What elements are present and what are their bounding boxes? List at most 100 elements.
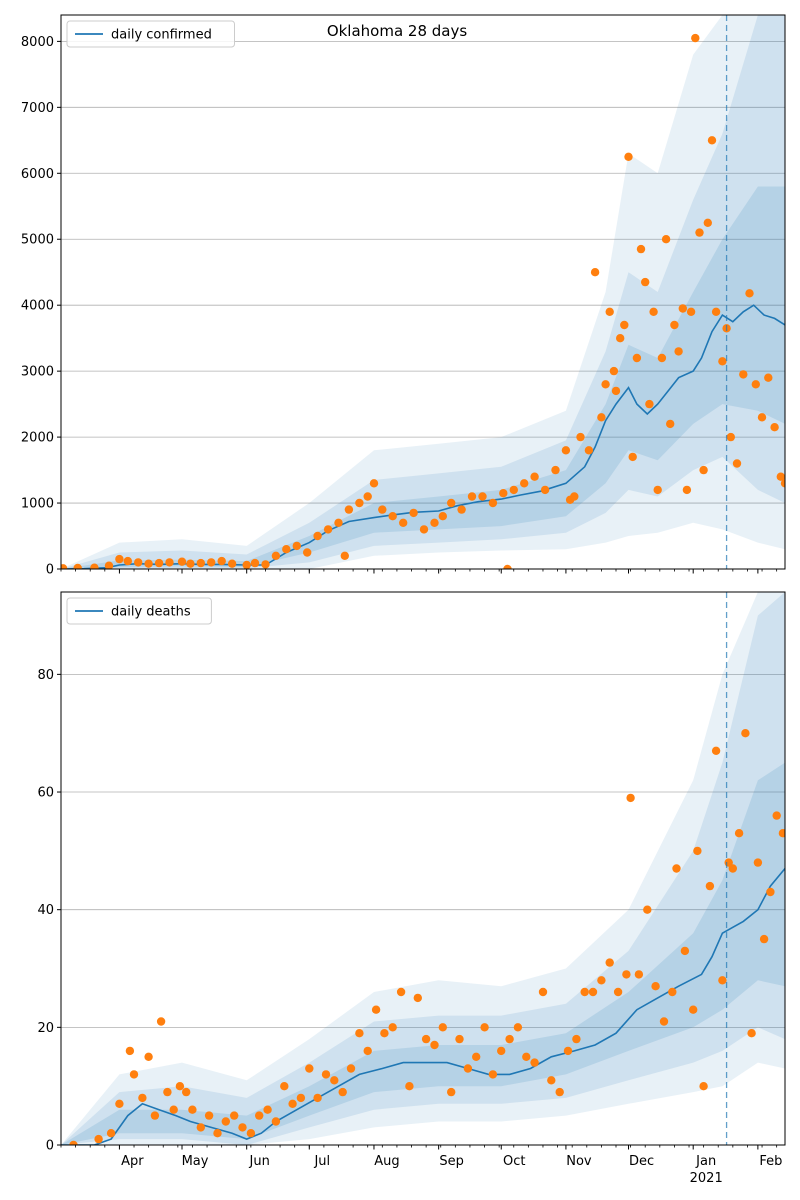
data-point bbox=[632, 353, 642, 363]
data-point bbox=[530, 1058, 539, 1067]
data-point bbox=[69, 1140, 78, 1145]
data-point bbox=[242, 560, 251, 569]
data-point bbox=[363, 1046, 372, 1056]
data-point bbox=[255, 1111, 264, 1120]
y-tick-label: 60 bbox=[37, 786, 54, 801]
data-point bbox=[409, 508, 418, 518]
legend-label: daily deaths bbox=[111, 605, 191, 620]
x-year-label: 2021 bbox=[690, 1171, 723, 1186]
data-point bbox=[455, 1034, 464, 1044]
data-point bbox=[478, 492, 487, 501]
data-point bbox=[680, 946, 690, 956]
data-point bbox=[380, 1029, 389, 1038]
data-point bbox=[177, 557, 187, 566]
data-point bbox=[711, 307, 721, 316]
x-tick-label: Dec bbox=[629, 1154, 654, 1169]
data-point bbox=[217, 556, 226, 566]
y-tick-label: 0 bbox=[46, 1139, 54, 1154]
data-point bbox=[204, 1111, 214, 1120]
data-point bbox=[682, 485, 692, 495]
data-point bbox=[447, 1087, 456, 1097]
data-point bbox=[488, 498, 498, 508]
data-point bbox=[467, 492, 477, 501]
data-point bbox=[340, 551, 349, 560]
y-tick-label: 5000 bbox=[21, 233, 54, 248]
data-point bbox=[747, 1029, 756, 1038]
data-point bbox=[405, 1082, 414, 1091]
x-tick-label: Nov bbox=[566, 1154, 592, 1169]
data-point bbox=[657, 353, 667, 363]
data-point bbox=[597, 413, 606, 422]
data-point bbox=[645, 399, 654, 409]
data-point bbox=[780, 479, 785, 488]
data-point bbox=[90, 563, 99, 569]
data-point bbox=[572, 1034, 581, 1044]
data-point bbox=[576, 432, 585, 442]
data-point bbox=[718, 976, 727, 985]
data-point bbox=[156, 1017, 166, 1026]
data-point bbox=[770, 423, 779, 432]
data-point bbox=[138, 1093, 147, 1103]
x-tick-label: Jul bbox=[313, 1154, 330, 1169]
data-point bbox=[230, 1111, 239, 1120]
data-point bbox=[624, 152, 633, 161]
data-point bbox=[144, 559, 153, 568]
data-point bbox=[766, 887, 775, 897]
data-point bbox=[115, 554, 124, 564]
y-tick-label: 1000 bbox=[21, 497, 54, 512]
data-point bbox=[699, 1082, 708, 1091]
data-point bbox=[728, 864, 737, 873]
data-point bbox=[292, 541, 301, 551]
data-point bbox=[106, 1129, 116, 1138]
data-point bbox=[144, 1052, 153, 1062]
data-point bbox=[643, 905, 652, 914]
chart-deaths: 0 20 40 60 80 Apr May Jun Jul Aug Sep Oct Nov Dec Jan F… bbox=[37, 591, 786, 1186]
y-tick-label: 6000 bbox=[21, 167, 54, 182]
y-tick-label: 3000 bbox=[21, 365, 54, 380]
data-point bbox=[457, 505, 466, 514]
data-point bbox=[165, 558, 174, 567]
data-point bbox=[605, 958, 614, 967]
data-point bbox=[699, 465, 708, 475]
data-point bbox=[609, 366, 619, 376]
data-point bbox=[503, 564, 512, 569]
data-point bbox=[570, 492, 579, 501]
data-point bbox=[628, 452, 637, 462]
data-point bbox=[711, 746, 721, 755]
data-point bbox=[129, 1070, 139, 1079]
data-point bbox=[150, 1111, 160, 1120]
data-point bbox=[686, 307, 696, 316]
data-point bbox=[388, 1023, 397, 1032]
data-point bbox=[540, 485, 550, 495]
data-point bbox=[538, 987, 548, 997]
data-point bbox=[238, 1123, 247, 1132]
legend-label: daily confirmed bbox=[111, 28, 212, 43]
data-point bbox=[438, 1023, 447, 1032]
plot-area bbox=[61, 592, 785, 1145]
data-point bbox=[175, 1082, 185, 1091]
data-point bbox=[288, 1099, 297, 1109]
data-point bbox=[430, 518, 439, 527]
data-point bbox=[338, 1087, 347, 1097]
chart-confirmed: 0 1000 2000 3000 4000 5000 6000 7000 8000 Oklahom… bbox=[21, 14, 786, 578]
data-point bbox=[505, 1034, 514, 1044]
data-point bbox=[499, 489, 508, 498]
data-point bbox=[371, 1005, 381, 1014]
data-point bbox=[355, 1029, 364, 1038]
data-point bbox=[509, 485, 518, 495]
x-tick-label: Jun bbox=[249, 1154, 270, 1169]
data-point bbox=[530, 472, 539, 481]
data-point bbox=[605, 307, 614, 316]
data-point bbox=[399, 518, 408, 527]
data-point bbox=[280, 1082, 289, 1091]
chart-title: Oklahoma 28 days bbox=[327, 22, 468, 40]
data-point bbox=[221, 1117, 230, 1126]
x-tick-label: Jan bbox=[695, 1154, 716, 1169]
data-point bbox=[196, 558, 205, 568]
data-point bbox=[438, 512, 447, 521]
data-point bbox=[163, 1087, 172, 1097]
data-point bbox=[670, 320, 679, 330]
data-point bbox=[378, 505, 387, 514]
data-point bbox=[626, 793, 635, 803]
